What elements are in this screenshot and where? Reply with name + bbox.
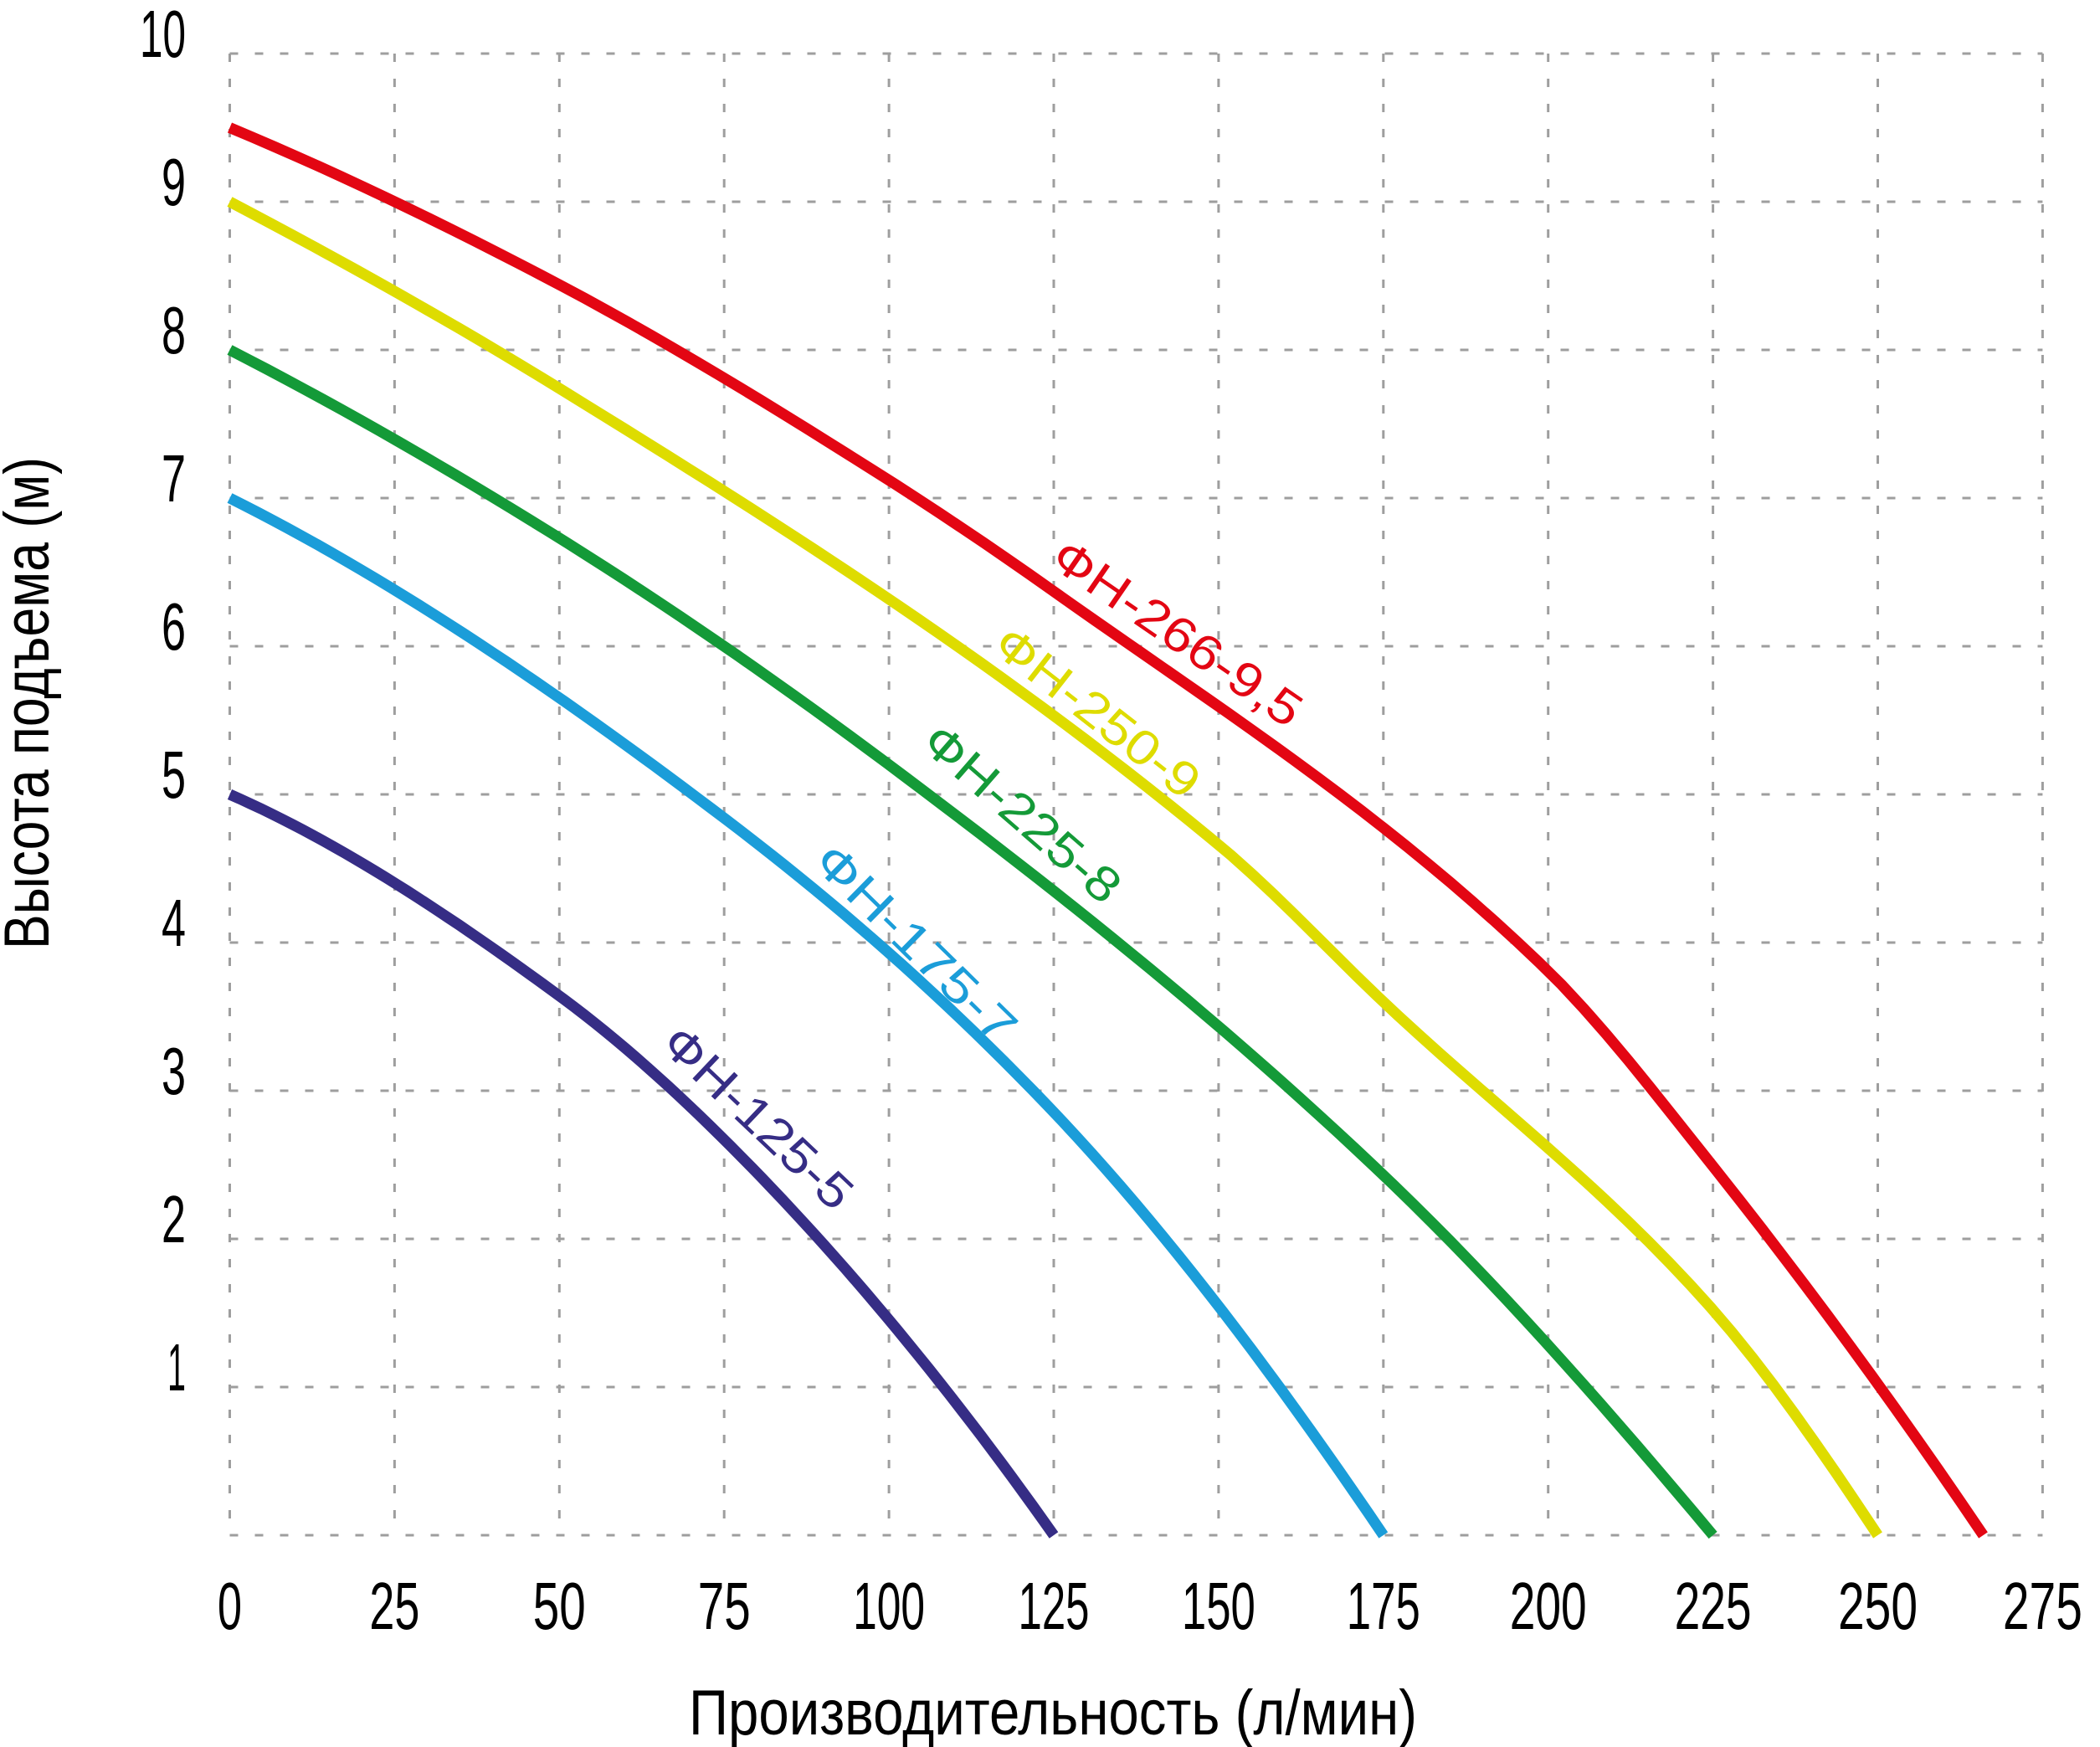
svg-text:200: 200 (1510, 1569, 1587, 1643)
svg-text:7: 7 (162, 441, 186, 516)
svg-text:Высота подъема (м): Высота подъема (м) (0, 457, 63, 949)
svg-text:100: 100 (853, 1569, 925, 1643)
svg-text:1: 1 (167, 1330, 186, 1405)
svg-text:3: 3 (162, 1034, 186, 1108)
svg-text:125: 125 (1019, 1569, 1090, 1643)
svg-text:9: 9 (162, 145, 186, 219)
svg-text:5: 5 (162, 737, 186, 812)
svg-text:175: 175 (1347, 1569, 1420, 1643)
svg-text:250: 250 (1838, 1569, 1918, 1643)
svg-text:25: 25 (369, 1569, 419, 1643)
svg-text:225: 225 (1675, 1569, 1752, 1643)
svg-text:Производительность (л/мин): Производительность (л/мин) (689, 1678, 1417, 1747)
svg-text:150: 150 (1182, 1569, 1255, 1643)
svg-text:10: 10 (140, 0, 186, 71)
svg-text:6: 6 (162, 589, 186, 664)
svg-text:4: 4 (162, 886, 186, 960)
svg-text:75: 75 (698, 1569, 751, 1643)
svg-text:2: 2 (162, 1182, 186, 1256)
svg-text:0: 0 (218, 1569, 242, 1643)
svg-text:50: 50 (533, 1569, 586, 1643)
svg-text:275: 275 (2003, 1569, 2082, 1643)
svg-text:8: 8 (162, 293, 186, 367)
